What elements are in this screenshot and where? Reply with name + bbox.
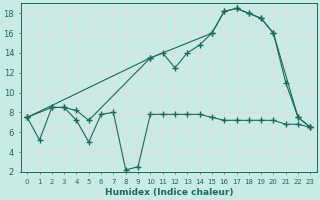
X-axis label: Humidex (Indice chaleur): Humidex (Indice chaleur)	[105, 188, 233, 197]
